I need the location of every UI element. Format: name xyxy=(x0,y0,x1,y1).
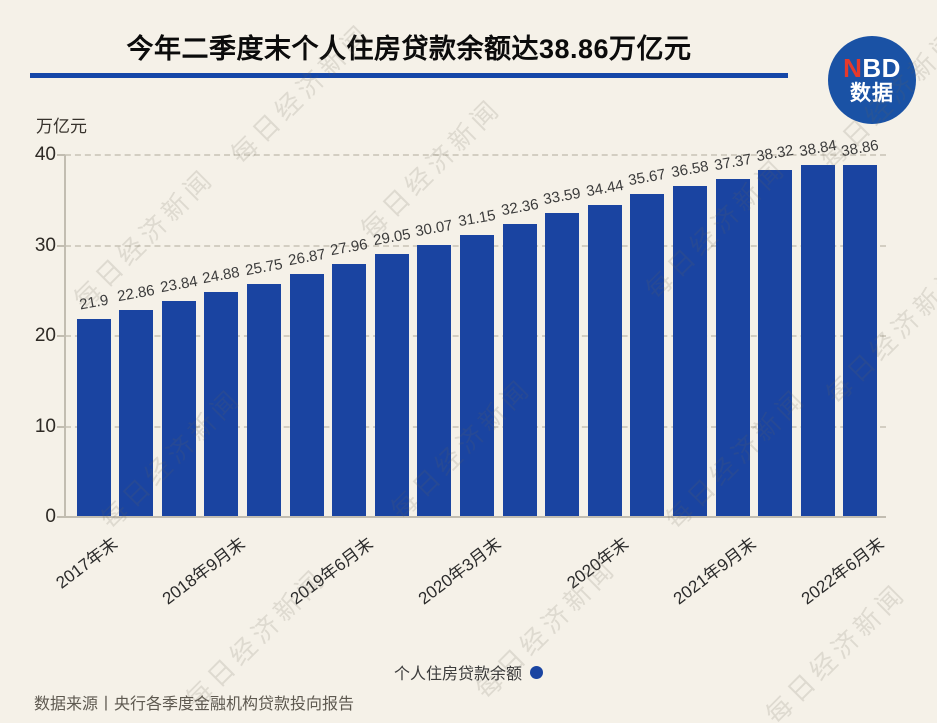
bar xyxy=(630,194,665,517)
page-title: 今年二季度末个人住房贷款余额达38.86万亿元 xyxy=(126,34,692,64)
y-axis-tick-label: 0 xyxy=(45,506,56,527)
nbd-logo: NBD 数据 xyxy=(828,36,916,124)
x-axis-label: 2020年3月末 xyxy=(414,533,505,609)
y-axis-tick-mark xyxy=(57,335,65,337)
legend-marker-dot xyxy=(530,665,543,679)
bar xyxy=(587,205,622,517)
nbd-logo-bd: BD xyxy=(862,52,901,83)
x-axis-line xyxy=(57,516,886,518)
bar xyxy=(417,244,452,517)
y-axis-line xyxy=(64,155,66,517)
y-axis-tick-mark xyxy=(57,425,65,428)
y-axis-tick-label: 30 xyxy=(34,234,56,256)
bar xyxy=(672,185,707,517)
bar xyxy=(289,273,324,517)
bar xyxy=(715,178,750,517)
y-axis-tick-label: 10 xyxy=(34,415,56,437)
title-underline xyxy=(30,73,788,78)
bar xyxy=(332,263,367,517)
legend-label: 个人住房贷款余额 xyxy=(393,666,522,683)
x-axis-label: 2021年9月末 xyxy=(670,533,760,609)
bar xyxy=(246,283,281,517)
bar xyxy=(459,235,494,517)
y-axis-tick-label: 40 xyxy=(34,144,56,165)
bar xyxy=(204,291,239,517)
nbd-logo-subtext: 数据 xyxy=(850,82,894,106)
bar xyxy=(374,254,409,517)
bar xyxy=(843,165,878,517)
nbd-logo-n: N xyxy=(843,52,863,83)
x-axis-label: 2018年9月末 xyxy=(158,533,249,609)
x-axis-label: 2022年6月末 xyxy=(797,533,888,609)
x-axis-label: 2020年末 xyxy=(563,533,633,593)
y-axis-tick-label: 20 xyxy=(34,325,56,346)
bar xyxy=(76,318,111,517)
x-axis-label: 2017年末 xyxy=(52,533,121,593)
bar xyxy=(502,224,537,517)
bar xyxy=(119,310,154,517)
bar xyxy=(545,213,580,517)
data-source: 数据来源丨央行各季度金融机构贷款投向报告 xyxy=(34,696,355,713)
gridline xyxy=(65,154,886,156)
bar xyxy=(800,165,835,517)
y-axis-tick-mark xyxy=(57,244,65,247)
x-axis-label: 2019年6月末 xyxy=(286,533,377,609)
bar xyxy=(758,170,793,517)
nbd-logo-text: NBD xyxy=(843,52,901,83)
y-axis-tick-mark xyxy=(57,154,65,156)
bar xyxy=(161,301,196,517)
legend: 个人住房贷款余额 xyxy=(0,660,937,684)
y-axis-unit-label: 万亿元 xyxy=(36,117,87,136)
